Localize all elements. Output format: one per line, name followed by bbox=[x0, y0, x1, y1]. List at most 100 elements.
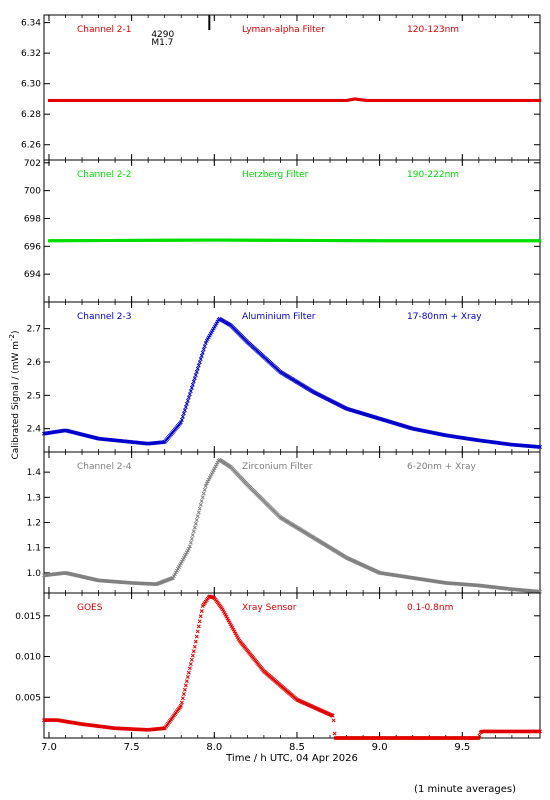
band-label: 120-123nm bbox=[407, 25, 459, 35]
data-point bbox=[192, 376, 197, 381]
data-point bbox=[539, 98, 542, 102]
data-point bbox=[191, 529, 196, 534]
data-point bbox=[182, 408, 187, 413]
panel-4: 1.0 1.1 1.2 1.3 1.4 Channel 2-4 Zirconium Filt… bbox=[27, 451, 542, 594]
data-point bbox=[180, 414, 185, 419]
data-point bbox=[199, 609, 204, 614]
y-tick-label: 0.005 bbox=[15, 693, 41, 703]
data-point bbox=[198, 357, 203, 362]
data-point bbox=[199, 353, 204, 358]
y-tick-label: 1.2 bbox=[27, 519, 41, 529]
data-point bbox=[226, 618, 231, 623]
data-point bbox=[198, 614, 203, 619]
x-tick-label: 8.0 bbox=[206, 742, 222, 753]
data-point bbox=[190, 533, 195, 538]
data-point bbox=[227, 620, 232, 625]
data-point bbox=[476, 736, 481, 740]
data-point bbox=[202, 487, 207, 492]
x-tick-label: 8.5 bbox=[289, 742, 305, 753]
data-point bbox=[181, 692, 186, 696]
data-point bbox=[185, 398, 190, 403]
data-point bbox=[214, 462, 219, 467]
x-tick-label: 9.5 bbox=[454, 742, 470, 753]
data-point bbox=[191, 649, 196, 654]
data-point bbox=[186, 395, 191, 400]
data-point bbox=[224, 614, 229, 619]
y-tick-label: 698 bbox=[24, 214, 41, 224]
data-point bbox=[184, 401, 189, 406]
x-tick-label: 7.5 bbox=[124, 742, 140, 753]
data-point bbox=[223, 612, 228, 617]
data-point bbox=[234, 633, 239, 638]
data-point bbox=[197, 619, 202, 624]
data-point bbox=[228, 622, 233, 627]
data-point bbox=[201, 347, 206, 352]
y-tick-label: 2.6 bbox=[27, 358, 42, 368]
data-point bbox=[196, 510, 201, 515]
data-point bbox=[194, 518, 199, 522]
x-tick-label: 7.0 bbox=[41, 742, 57, 753]
filter-label: Zirconium Filter bbox=[242, 462, 313, 472]
data-point bbox=[178, 703, 183, 708]
data-point bbox=[194, 634, 199, 639]
data-point bbox=[188, 389, 193, 394]
data-point bbox=[232, 629, 237, 634]
data-point bbox=[222, 611, 227, 615]
data-point bbox=[182, 687, 187, 692]
data-point bbox=[189, 657, 194, 662]
data-point bbox=[330, 713, 335, 718]
data-point bbox=[191, 379, 196, 384]
y-tick-label: 1.4 bbox=[27, 468, 42, 478]
data-point bbox=[229, 624, 234, 628]
data-point bbox=[477, 733, 482, 738]
x-axis-label: Time / h UTC, 04 Apr 2026 bbox=[225, 753, 358, 764]
band-label: 6-20nm + Xray bbox=[407, 462, 477, 472]
y-tick-label: 694 bbox=[24, 270, 41, 280]
data-point bbox=[235, 635, 240, 640]
x-tick-label: 9.0 bbox=[372, 742, 388, 753]
data-point bbox=[220, 607, 225, 612]
data-point bbox=[210, 470, 215, 475]
data-point bbox=[196, 363, 201, 368]
data-point bbox=[213, 464, 218, 469]
data-point bbox=[331, 718, 336, 723]
panel-5: 0.005 0.010 0.015 GOES Xray Sensor 0.1-0.8nm bbox=[15, 592, 542, 740]
y-tick-label: 1.0 bbox=[27, 569, 42, 579]
data-point bbox=[183, 683, 188, 688]
data-point bbox=[187, 392, 192, 397]
y-tick-label: 2.5 bbox=[27, 391, 41, 401]
data-point bbox=[209, 472, 214, 476]
data-point bbox=[179, 417, 184, 422]
data-point bbox=[233, 631, 238, 636]
data-point bbox=[201, 491, 206, 496]
data-point bbox=[197, 360, 202, 365]
data-point bbox=[186, 546, 191, 551]
data-point bbox=[190, 382, 195, 387]
data-point bbox=[195, 514, 200, 519]
data-point bbox=[195, 629, 200, 634]
data-point bbox=[538, 729, 542, 734]
filter-label: Lyman-alpha Filter bbox=[242, 25, 325, 35]
band-label: 0.1-0.8nm bbox=[407, 603, 453, 613]
data-point bbox=[186, 670, 191, 675]
data-point bbox=[180, 696, 185, 701]
data-point bbox=[212, 466, 217, 471]
data-point bbox=[203, 341, 208, 346]
data-point bbox=[203, 484, 208, 488]
data-point bbox=[200, 350, 205, 355]
data-point bbox=[332, 731, 337, 736]
data-point bbox=[225, 616, 230, 621]
channel-label: Channel 2-4 bbox=[77, 462, 132, 472]
data-point bbox=[199, 499, 204, 504]
channel-label: Channel 2-2 bbox=[77, 170, 132, 180]
data-point bbox=[537, 444, 541, 449]
y-tick-label: 1.3 bbox=[27, 493, 41, 503]
data-point bbox=[188, 540, 193, 545]
data-point bbox=[208, 473, 213, 478]
data-point bbox=[185, 674, 190, 679]
data-point bbox=[181, 411, 186, 416]
data-point bbox=[204, 481, 209, 486]
y-tick-label: 6.28 bbox=[21, 110, 41, 120]
data-point bbox=[196, 624, 201, 629]
panel-frame bbox=[43, 159, 541, 303]
